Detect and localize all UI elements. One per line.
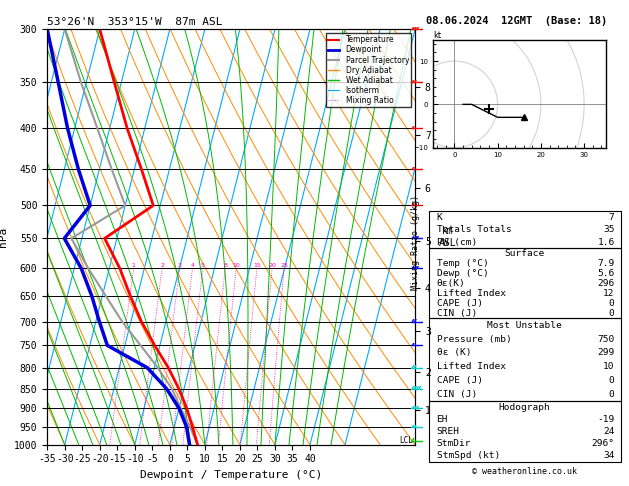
Text: 296°: 296° — [592, 439, 615, 448]
Text: θε(K): θε(K) — [437, 279, 465, 288]
Text: 296: 296 — [598, 279, 615, 288]
Text: 0: 0 — [609, 376, 615, 385]
Text: 8: 8 — [223, 263, 227, 268]
Bar — [428, 318, 621, 401]
Text: θε (K): θε (K) — [437, 348, 471, 357]
Text: 750: 750 — [598, 334, 615, 344]
Text: SREH: SREH — [437, 427, 460, 436]
Text: PW (cm): PW (cm) — [437, 238, 477, 246]
Y-axis label: hPa: hPa — [0, 227, 8, 247]
Legend: Temperature, Dewpoint, Parcel Trajectory, Dry Adiabat, Wet Adiabat, Isotherm, Mi: Temperature, Dewpoint, Parcel Trajectory… — [326, 33, 411, 107]
Text: 4: 4 — [191, 263, 194, 268]
Text: Most Unstable: Most Unstable — [487, 321, 562, 330]
Text: 7: 7 — [609, 212, 615, 222]
Text: LCL: LCL — [399, 436, 413, 445]
Text: Dewp (°C): Dewp (°C) — [437, 269, 488, 278]
Text: 53°26'N  353°15'W  87m ASL: 53°26'N 353°15'W 87m ASL — [47, 17, 223, 27]
Text: 5: 5 — [201, 263, 204, 268]
Text: 08.06.2024  12GMT  (Base: 18): 08.06.2024 12GMT (Base: 18) — [426, 16, 607, 26]
Text: StmSpd (kt): StmSpd (kt) — [437, 451, 500, 460]
Text: Totals Totals: Totals Totals — [437, 225, 511, 234]
Text: Temp (°C): Temp (°C) — [437, 259, 488, 268]
Y-axis label: km
ASL: km ASL — [438, 226, 456, 248]
Text: Mixing Ratio (g/kg): Mixing Ratio (g/kg) — [411, 195, 420, 291]
Text: 12: 12 — [603, 289, 615, 298]
Text: 25: 25 — [280, 263, 288, 268]
Text: kt: kt — [433, 31, 441, 39]
Text: 35: 35 — [603, 225, 615, 234]
Text: EH: EH — [437, 415, 448, 424]
Text: Surface: Surface — [504, 249, 545, 258]
Text: StmDir: StmDir — [437, 439, 471, 448]
Text: 0: 0 — [609, 390, 615, 399]
Text: 5.6: 5.6 — [598, 269, 615, 278]
Text: 15: 15 — [253, 263, 261, 268]
Text: CAPE (J): CAPE (J) — [437, 376, 482, 385]
Text: 34: 34 — [603, 451, 615, 460]
Text: 0: 0 — [609, 299, 615, 308]
Text: 0: 0 — [609, 309, 615, 318]
X-axis label: Dewpoint / Temperature (°C): Dewpoint / Temperature (°C) — [140, 470, 322, 480]
Text: 7.9: 7.9 — [598, 259, 615, 268]
Text: K: K — [437, 212, 442, 222]
Text: CIN (J): CIN (J) — [437, 390, 477, 399]
Text: 2: 2 — [160, 263, 164, 268]
Text: -19: -19 — [598, 415, 615, 424]
Text: 10: 10 — [232, 263, 240, 268]
Text: CIN (J): CIN (J) — [437, 309, 477, 318]
Text: 1.6: 1.6 — [598, 238, 615, 246]
Bar — [428, 211, 621, 248]
Text: © weatheronline.co.uk: © weatheronline.co.uk — [472, 467, 577, 476]
Bar — [428, 401, 621, 462]
Text: Lifted Index: Lifted Index — [437, 289, 506, 298]
Text: 20: 20 — [268, 263, 276, 268]
Text: 299: 299 — [598, 348, 615, 357]
Text: 10: 10 — [603, 362, 615, 371]
Text: Hodograph: Hodograph — [499, 403, 550, 412]
Text: 24: 24 — [603, 427, 615, 436]
Text: Pressure (mb): Pressure (mb) — [437, 334, 511, 344]
Text: Lifted Index: Lifted Index — [437, 362, 506, 371]
Bar — [428, 248, 621, 318]
Text: 1: 1 — [131, 263, 136, 268]
Text: 3: 3 — [177, 263, 182, 268]
Text: CAPE (J): CAPE (J) — [437, 299, 482, 308]
